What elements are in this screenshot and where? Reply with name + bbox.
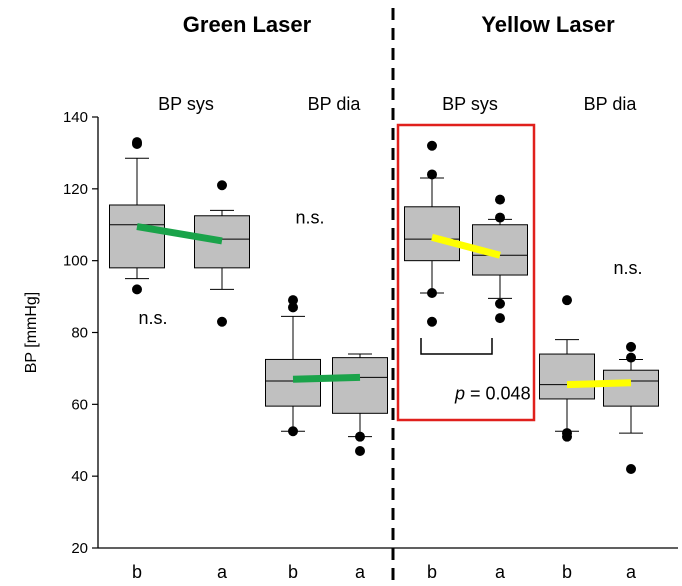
- outlier-point: [626, 463, 636, 474]
- y-tick-label: 100: [63, 253, 88, 270]
- box-plot: [332, 353, 388, 457]
- outlier-point: [132, 284, 142, 295]
- outlier-point: [217, 316, 227, 327]
- outlier-point: [626, 352, 636, 363]
- y-tick-label: 40: [71, 468, 88, 485]
- box-iqr: [194, 215, 250, 269]
- box-plot: [603, 341, 659, 474]
- y-tick-label: 60: [71, 396, 88, 413]
- x-tick-label: b: [427, 562, 437, 582]
- p-symbol: p: [454, 384, 465, 404]
- box-plot: [404, 140, 460, 327]
- p-value-annotation: p = 0.048: [454, 384, 531, 404]
- box-iqr: [539, 353, 595, 400]
- outlier-point: [562, 295, 572, 306]
- box-plot: [109, 137, 165, 295]
- x-tick-label: a: [626, 562, 637, 582]
- y-tick-label: 20: [71, 540, 88, 557]
- x-tick-label: b: [562, 562, 572, 582]
- outlier-point: [427, 140, 437, 151]
- group-label: BP dia: [308, 94, 362, 114]
- box-plot: [265, 295, 321, 437]
- outlier-point: [427, 316, 437, 327]
- x-tick-label: a: [495, 562, 506, 582]
- x-tick-label: b: [288, 562, 298, 582]
- outlier-point: [495, 313, 505, 324]
- box-iqr: [109, 204, 165, 269]
- y-tick-label: 80: [71, 325, 88, 342]
- group-label: BP sys: [158, 94, 214, 114]
- x-tick-label: a: [355, 562, 366, 582]
- box-iqr: [603, 369, 659, 407]
- significance-annotation: n.s.: [138, 308, 167, 328]
- trend-line: [292, 373, 361, 383]
- x-tick-label: b: [132, 562, 142, 582]
- outlier-point: [495, 194, 505, 205]
- outlier-point: [288, 295, 298, 306]
- outlier-point: [288, 302, 298, 313]
- y-tick-label: 120: [63, 181, 88, 198]
- box-iqr: [265, 358, 321, 407]
- significance-highlight-box: [396, 123, 536, 422]
- outlier-point: [217, 180, 227, 191]
- trend-line: [566, 379, 632, 389]
- box-plot: [472, 194, 528, 324]
- trend-line: [431, 233, 501, 259]
- box-iqr: [404, 206, 460, 262]
- x-tick-label: a: [217, 562, 228, 582]
- trend-line: [136, 223, 223, 245]
- box-iqr: [332, 357, 388, 414]
- p-value: = 0.048: [465, 384, 531, 404]
- significance-bracket: [420, 338, 493, 355]
- significance-annotation: n.s.: [613, 258, 642, 278]
- outlier-point: [427, 169, 437, 180]
- y-tick-label: 140: [63, 109, 88, 126]
- outlier-point: [355, 446, 365, 457]
- outlier-point: [626, 341, 636, 352]
- outlier-point: [562, 428, 572, 439]
- outlier-point: [427, 287, 437, 298]
- outlier-point: [132, 137, 142, 148]
- panel-title: Green Laser: [183, 12, 312, 37]
- outlier-point: [495, 212, 505, 223]
- y-axis-label: BP [mmHg]: [23, 292, 40, 374]
- outlier-point: [495, 298, 505, 309]
- box-plot: [194, 180, 250, 327]
- outlier-point: [355, 431, 365, 442]
- group-label: BP sys: [442, 94, 498, 114]
- significance-annotation: n.s.: [295, 208, 324, 228]
- outlier-point: [288, 426, 298, 437]
- box-plot: [539, 295, 595, 442]
- group-label: BP dia: [584, 94, 638, 114]
- panel-title: Yellow Laser: [481, 12, 615, 37]
